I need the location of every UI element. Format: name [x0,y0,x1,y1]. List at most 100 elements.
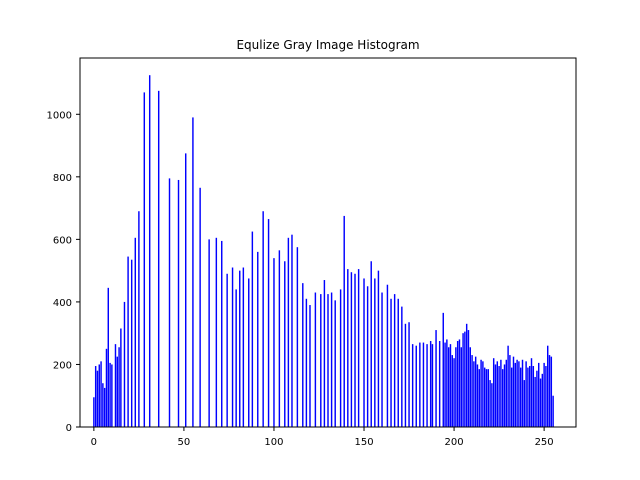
histogram-bar [498,366,500,427]
histogram-bar [386,284,389,427]
histogram-bar [487,369,490,427]
histogram-bar [510,367,513,427]
histogram-bar [109,362,111,427]
plot-frame [79,57,577,428]
y-tick-label: 200 [53,360,72,371]
histogram-bar [199,187,201,427]
histogram-bar [476,364,479,427]
x-tick-label: 150 [354,437,373,448]
histogram-bar [550,356,553,427]
histogram-bar [536,370,538,427]
histogram-bar [305,298,308,427]
histogram-bar [514,362,517,427]
histogram-bar [473,361,475,427]
histogram-bar [105,348,108,427]
histogram-bar [469,347,471,427]
histogram-bar [320,294,322,427]
histogram-bar [521,359,524,427]
y-tick-label: 1000 [47,110,72,121]
histogram-bar [429,341,432,427]
histogram-bar [471,355,473,427]
histogram-bar [226,273,228,427]
histogram-bar [501,369,504,427]
y-axis-ticks: 0 200 400 600 800 1000 [47,110,80,434]
histogram-bar [242,267,245,427]
histogram-bar [543,362,545,427]
histogram-bar [296,247,299,427]
histogram-bar [374,278,376,427]
histogram-bar [538,362,540,427]
histogram-bar [444,342,446,427]
histogram-bar [287,237,290,427]
x-tick-label: 200 [445,437,464,448]
histogram-bar [462,333,464,427]
histogram-bar [453,358,455,427]
histogram-bar [354,273,356,427]
histogram-bar [370,261,372,427]
histogram-bar [516,359,518,427]
histogram-bar [291,234,293,427]
histogram-bar [185,153,187,427]
histogram-bar [491,383,493,427]
histogram-bar [419,342,421,427]
histogram-bar [123,301,126,427]
histogram-bar [464,331,466,427]
histogram-bar [143,92,146,428]
histogram-bar [552,395,554,427]
histogram-bar [257,251,259,427]
histogram-bar [377,270,380,427]
histogram-bar [350,272,353,427]
y-tick-label: 600 [53,235,72,246]
histogram-bar [148,75,151,427]
histogram-bar [503,364,506,427]
histogram-bar [168,178,171,427]
histogram-bar [278,250,281,427]
histogram-bar [447,347,450,427]
histogram-bar [541,373,544,427]
histogram-bar [302,283,304,427]
histogram-bar [273,258,275,427]
histogram-bar [94,366,97,427]
histogram-bar [451,355,453,427]
histogram-bar [114,344,117,427]
histogram-bar [343,215,345,427]
histogram-bar [415,345,417,427]
histogram-bar [235,289,237,427]
histogram-bar [93,397,95,427]
histogram-bar [548,355,551,427]
histogram-bar [208,239,210,427]
histogram-bar [103,387,106,427]
histogram-bar [309,305,311,427]
histogram-bar [435,330,437,427]
histogram-bar [485,369,488,427]
histogram-bar [431,344,434,427]
histogram-bar [449,344,452,427]
histogram-bar [404,323,407,427]
histogram-bar [323,280,326,427]
histogram-bar [507,345,509,427]
histogram-bar [474,356,477,427]
histogram-bar [482,361,484,427]
histogram-bar [393,294,396,427]
histogram-bar [98,364,100,427]
histogram-bar [408,322,410,427]
histogram-bar [111,364,113,427]
histogram-bar [248,278,250,427]
histogram-bar [267,219,270,427]
histogram-bar [381,292,383,427]
histogram-bar [534,376,536,427]
histogram-bar [456,341,459,427]
histogram-bar [134,237,137,427]
histogram-bar [496,361,499,427]
histogram-bar [118,347,120,427]
histogram-bar [251,231,254,427]
histogram-bar [262,211,264,427]
histogram-bar [411,344,414,427]
histogram-bar [231,267,234,427]
histogram-bar [455,347,457,427]
histogram-bar [483,367,486,427]
histogram-bar [518,361,520,427]
histogram-bar [494,364,497,427]
histogram-bar [100,361,102,427]
